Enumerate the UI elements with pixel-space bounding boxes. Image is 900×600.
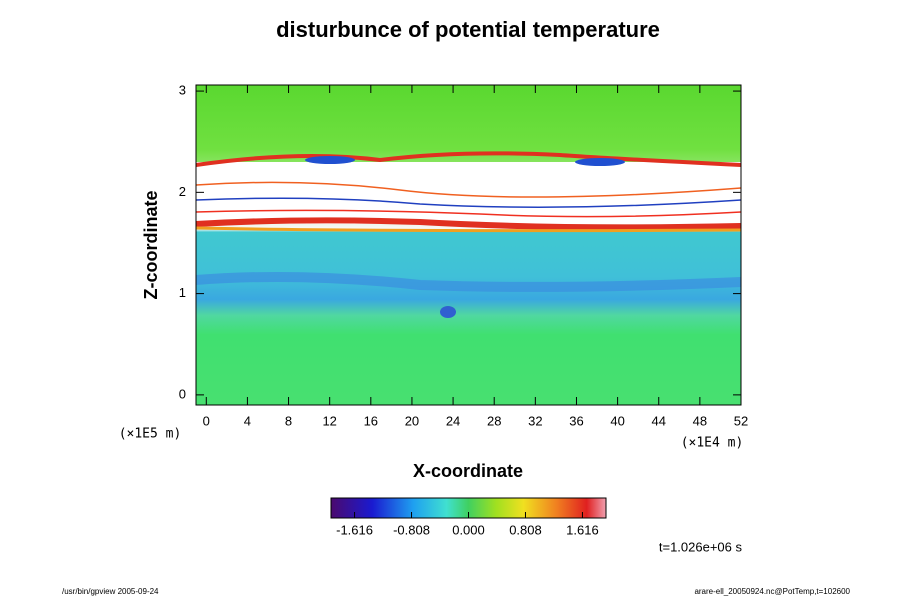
y-tick-label: 3 <box>179 83 186 98</box>
y-tick-label: 1 <box>179 285 186 300</box>
x-tick-label: 40 <box>610 413 624 428</box>
time-label: t=1.026e+06 s <box>659 539 743 554</box>
x-tick-label: 32 <box>528 413 542 428</box>
x-tick-label: 28 <box>487 413 501 428</box>
y-tick-label: 0 <box>179 386 186 401</box>
x-tick-label: 52 <box>734 413 748 428</box>
x-tick-label: 12 <box>322 413 336 428</box>
colorbar-tick-label: -1.616 <box>336 522 373 537</box>
x-tick-label: 0 <box>203 413 210 428</box>
x-tick-label: 20 <box>405 413 419 428</box>
x-unit: (×1E4 m) <box>681 436 744 451</box>
y-tick-label: 2 <box>179 184 186 199</box>
footer-left: /usr/bin/gpview 2005-09-24 <box>62 587 159 596</box>
colorbar-tick-label: -0.808 <box>393 522 430 537</box>
colorbar-tick-label: 0.808 <box>509 522 542 537</box>
y-axis-title: Z-coordinate <box>141 190 161 299</box>
x-tick-label: 8 <box>285 413 292 428</box>
footer-right: arare-ell_20050924.nc@PotTemp,t=102600 <box>694 587 850 596</box>
x-tick-label: 44 <box>652 413 666 428</box>
x-tick-label: 36 <box>569 413 583 428</box>
x-tick-label: 24 <box>446 413 460 428</box>
colorbar-tick-label: 0.000 <box>452 522 485 537</box>
x-tick-label: 16 <box>364 413 378 428</box>
y-unit: (×1E5 m) <box>119 427 182 442</box>
plot-frame <box>195 84 742 406</box>
colorbar-tick-label: 1.616 <box>566 522 599 537</box>
x-tick-label: 4 <box>244 413 251 428</box>
chart-title: disturbunce of potential temperature <box>276 17 660 42</box>
x-tick-label: 48 <box>693 413 707 428</box>
x-axis-title: X-coordinate <box>413 461 523 481</box>
field <box>195 85 742 405</box>
